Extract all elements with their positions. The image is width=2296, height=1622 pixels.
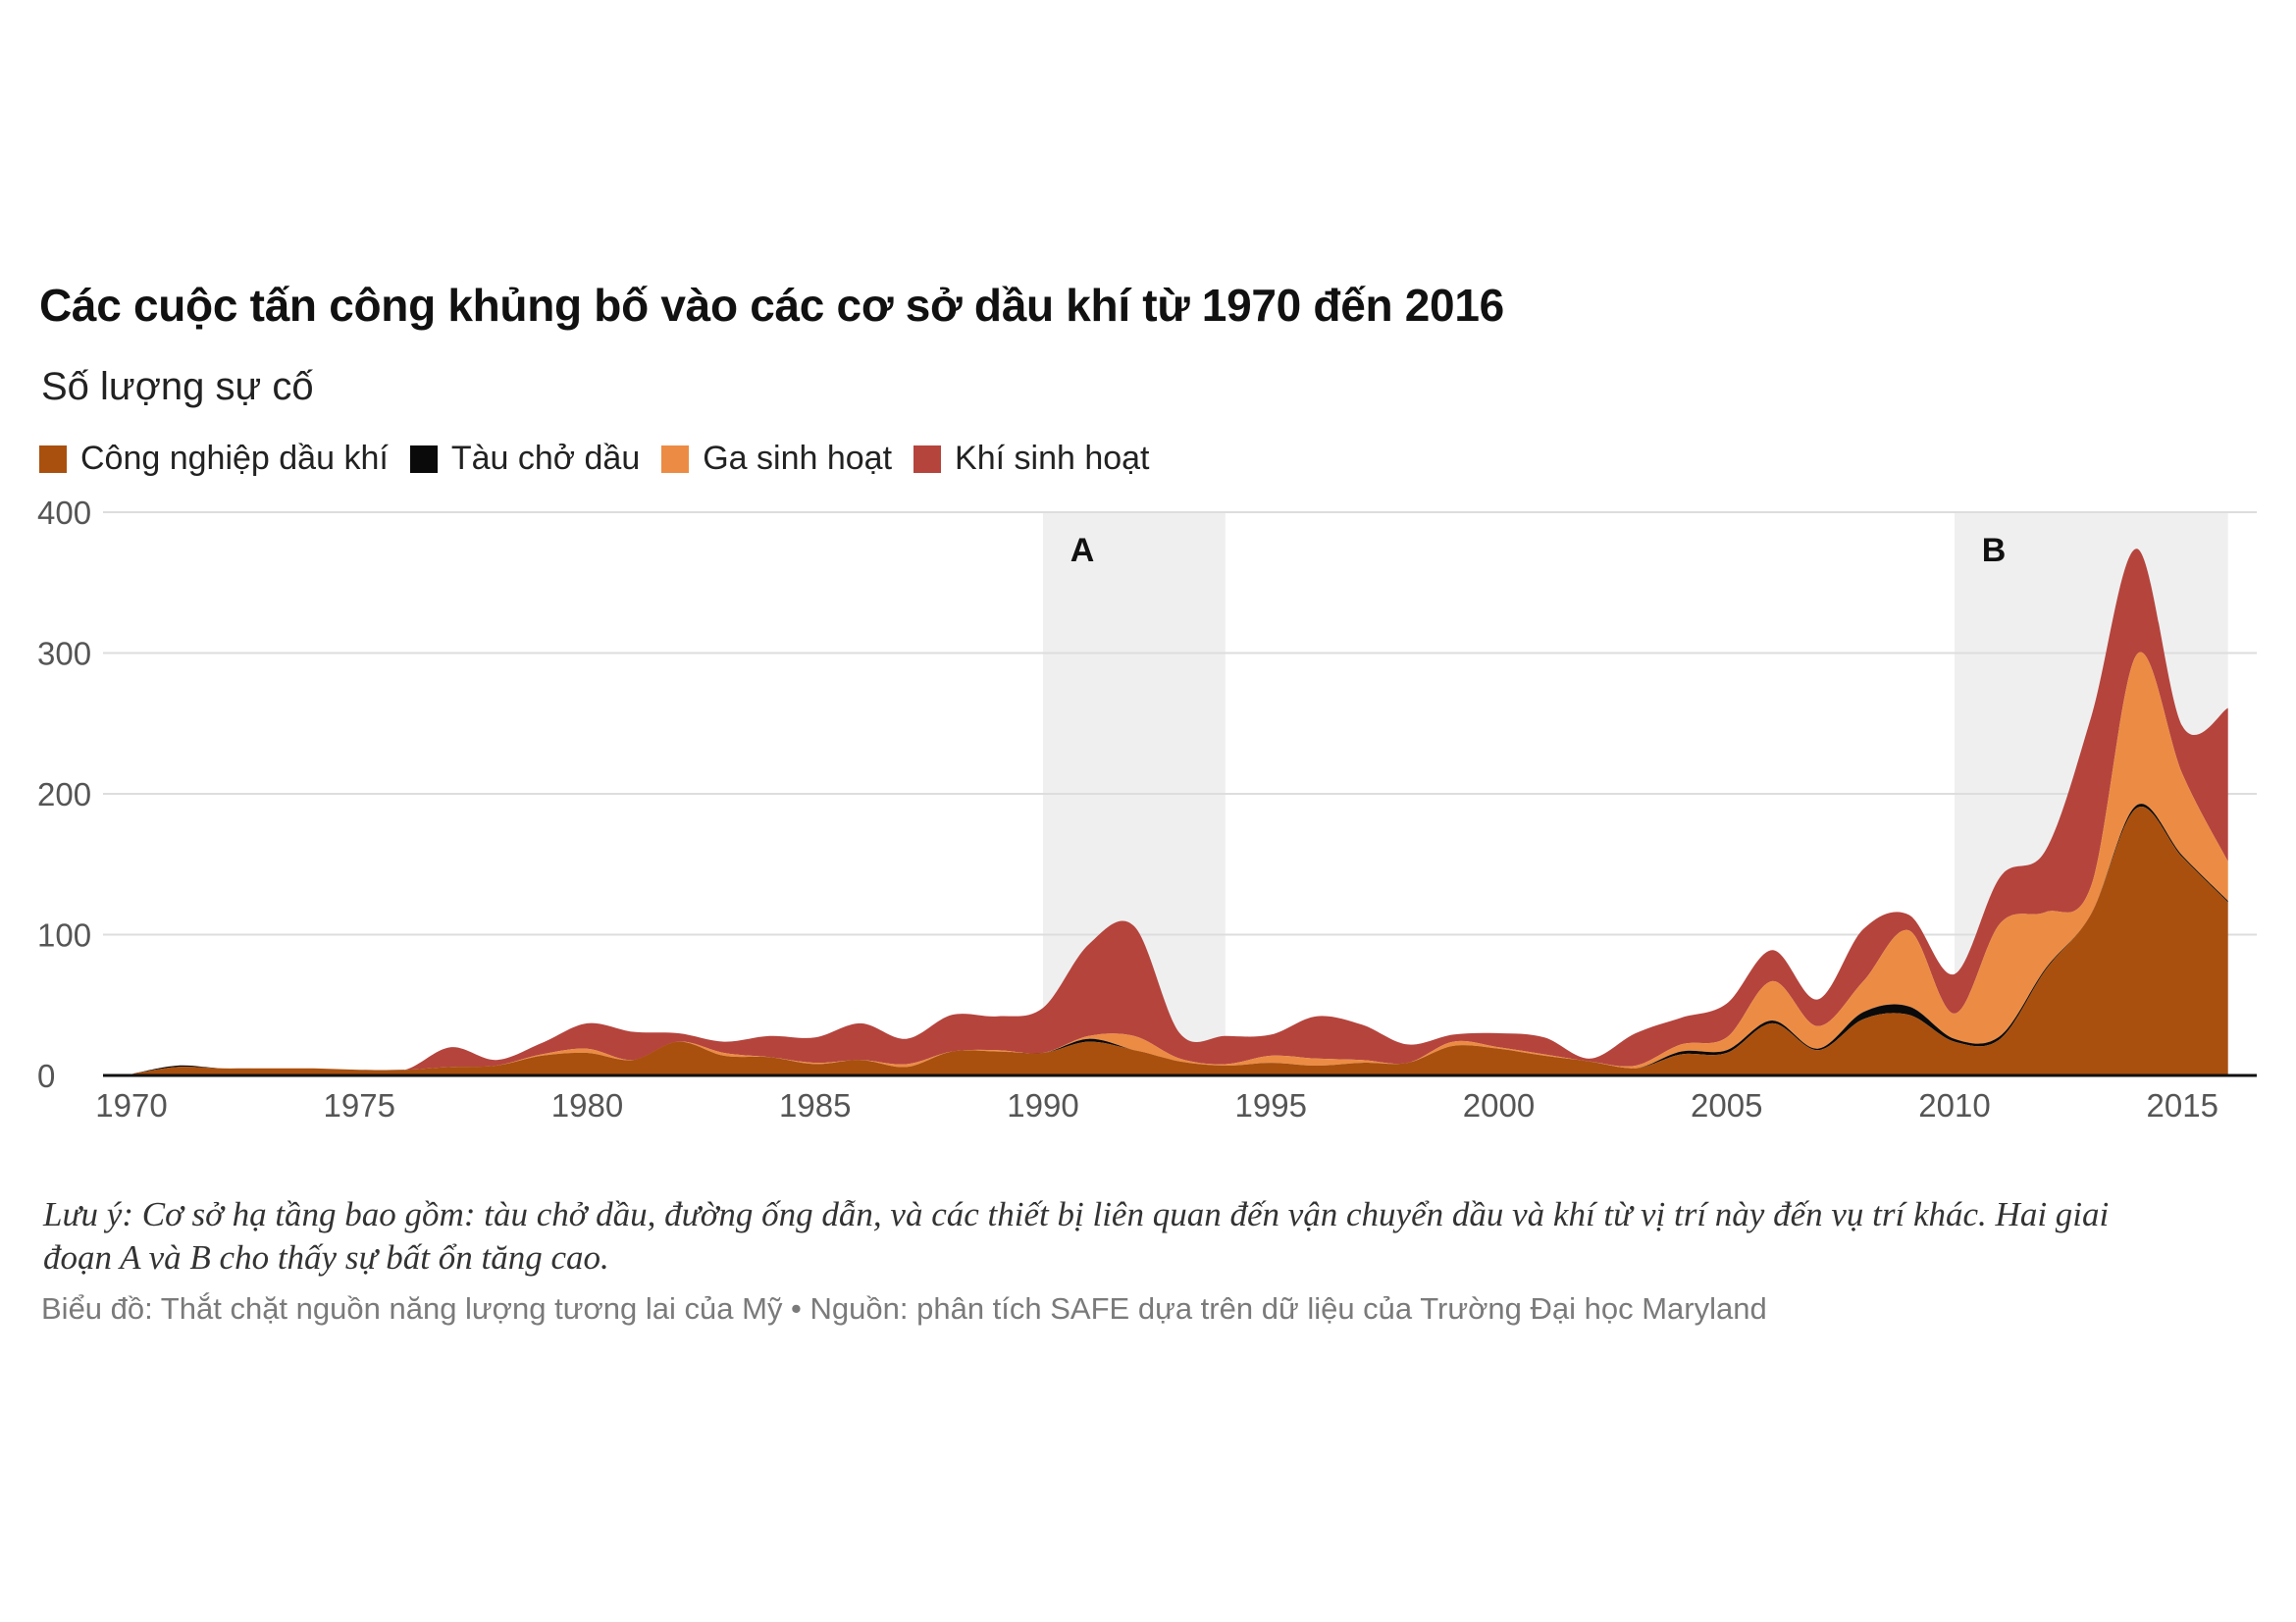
x-tick-label-1980: 1980 bbox=[551, 1087, 623, 1124]
chart-title: Các cuộc tấn công khủng bố vào các cơ sở… bbox=[39, 280, 1504, 331]
legend-swatch-oil-industry bbox=[39, 445, 67, 473]
legend-item-gas-household: Ga sinh hoạt bbox=[661, 440, 892, 478]
chart-source: Biểu đồ: Thắt chặt nguồn năng lượng tươn… bbox=[41, 1291, 1767, 1326]
legend-label-oil-industry: Công nghiệp dầu khí bbox=[80, 440, 389, 477]
y-tick-label-100: 100 bbox=[37, 917, 91, 954]
highlight-label-b: B bbox=[1982, 532, 2007, 569]
legend-swatch-tanker bbox=[409, 445, 438, 473]
chart-note: Lưu ý: Cơ sở hạ tầng bao gồm: tàu chở dầ… bbox=[43, 1195, 2110, 1277]
x-tick-label-1975: 1975 bbox=[324, 1087, 395, 1124]
x-tick-label-1995: 1995 bbox=[1235, 1087, 1307, 1124]
x-tick-label-1985: 1985 bbox=[779, 1087, 851, 1124]
legend-swatch-gas-natural bbox=[913, 445, 942, 473]
y-tick-label-400: 400 bbox=[37, 495, 91, 531]
y-axis-label: Số lượng sự cố bbox=[41, 365, 314, 408]
legend-item-gas-natural: Khí sinh hoạt bbox=[913, 440, 1150, 478]
legend-item-oil-industry: Công nghiệp dầu khí bbox=[39, 440, 389, 478]
x-tick-label-2005: 2005 bbox=[1691, 1087, 1762, 1124]
y-tick-label-0: 0 bbox=[37, 1058, 55, 1094]
x-tick-label-2000: 2000 bbox=[1463, 1087, 1535, 1124]
x-tick-label-1970: 1970 bbox=[95, 1087, 167, 1124]
legend-swatch-gas-household bbox=[661, 445, 690, 473]
chart-legend: Công nghiệp dầu khí Tàu chở dầu Ga sinh … bbox=[39, 440, 1172, 478]
y-tick-label-300: 300 bbox=[37, 636, 91, 672]
y-tick-label-200: 200 bbox=[37, 776, 91, 812]
x-tick-label-2010: 2010 bbox=[1918, 1087, 1990, 1124]
x-tick-label-2015: 2015 bbox=[2147, 1087, 2218, 1124]
legend-item-tanker: Tàu chở dầu bbox=[409, 440, 641, 478]
legend-label-tanker: Tàu chở dầu bbox=[450, 440, 641, 477]
area-series-oil-industry bbox=[131, 807, 2228, 1075]
x-tick-label-1990: 1990 bbox=[1007, 1087, 1078, 1124]
legend-label-gas-household: Ga sinh hoạt bbox=[703, 440, 893, 477]
highlight-label-a: A bbox=[1070, 532, 1095, 569]
legend-label-gas-natural: Khí sinh hoạt bbox=[955, 440, 1150, 477]
